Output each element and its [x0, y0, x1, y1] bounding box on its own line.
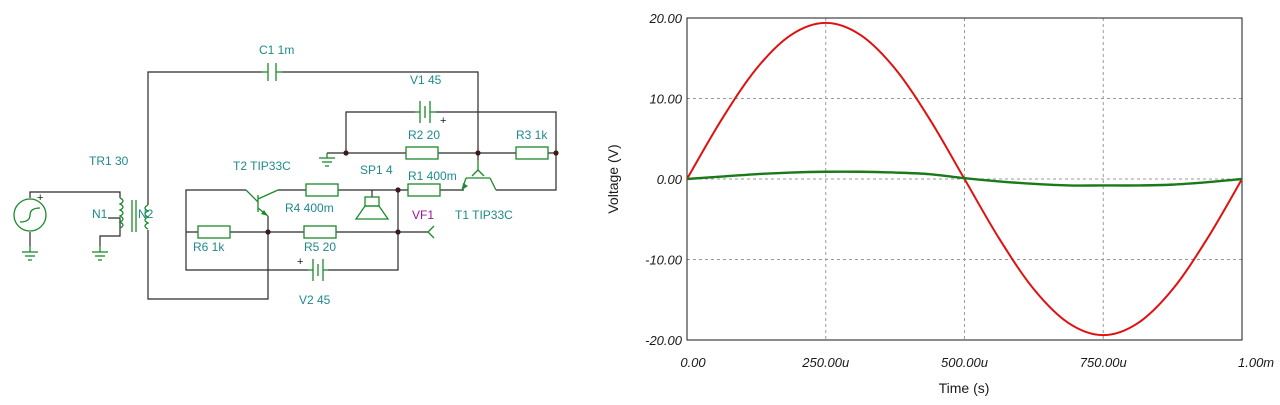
transistor-t2[interactable] [245, 189, 279, 217]
wire-v1-rail [345, 111, 557, 153]
label-r3: R3 1k [516, 128, 548, 142]
voltage-pin-icon[interactable] [427, 225, 435, 239]
series-layer [686, 21, 1243, 337]
y-tick-label: 0.00 [657, 172, 683, 187]
x-tick-labels: 0.00 250.00u 500.00u 750.00u 1.00m [680, 355, 1274, 370]
resistor-r4[interactable] [305, 183, 339, 197]
y-tick-label: 10.00 [649, 92, 682, 107]
label-n1: N1 [92, 207, 108, 221]
resistor-r5[interactable] [303, 225, 337, 239]
ground-icon [319, 153, 335, 167]
v1-plus-sign: + [440, 115, 446, 127]
y-tick-label: -10.00 [645, 253, 683, 268]
resistor-r3[interactable] [515, 146, 549, 160]
wire-ground-stub [327, 149, 347, 154]
junction-dot [553, 150, 559, 156]
x-axis-label: Time (s) [939, 380, 990, 396]
label-t1: T1 TIP33C [455, 208, 513, 222]
label-c1: C1 1m [259, 43, 294, 57]
x-tick-label: 0.00 [680, 355, 706, 370]
label-r2: R2 20 [408, 128, 440, 142]
y-tick-label: -20.00 [645, 333, 683, 348]
junction-dot [395, 229, 401, 235]
resistor-r2[interactable] [405, 146, 439, 160]
y-axis-label: Voltage (V) [605, 144, 621, 213]
battery-v2[interactable] [308, 259, 328, 281]
label-n2: N2 [138, 207, 154, 221]
junctions [265, 150, 559, 235]
x-tick-label: 1.00m [1238, 355, 1274, 370]
capacitor-c1[interactable] [262, 63, 282, 81]
speaker-icon[interactable] [354, 196, 390, 220]
transformer-tr1[interactable] [118, 197, 150, 232]
wire-c1-loop [147, 71, 479, 205]
resistor-r1[interactable] [407, 183, 441, 197]
x-tick-label: 250.00u [801, 355, 849, 370]
battery-v1[interactable] [415, 101, 436, 123]
schematic: C1 1m V1 45 + R2 20 R3 1k R1 400m R4 400… [13, 43, 559, 307]
wires [29, 71, 557, 300]
wire-v2-loop [185, 232, 399, 271]
label-tr1: TR1 30 [89, 154, 129, 168]
series-line-2 [686, 170, 1243, 187]
label-r5: R5 20 [304, 240, 336, 254]
x-tick-label: 750.00u [1080, 355, 1127, 370]
label-r6: R6 1k [193, 240, 225, 254]
ground-icon [22, 246, 38, 261]
ac-source-icon[interactable] [13, 198, 47, 232]
junction-dot [475, 150, 481, 156]
resistor-r6[interactable] [197, 225, 231, 239]
wire-source [29, 191, 121, 246]
label-v1: V1 45 [410, 73, 442, 87]
label-v2: V2 45 [299, 293, 331, 307]
label-r4: R4 400m [285, 201, 334, 215]
junction-dot [265, 229, 271, 235]
label-r1: R1 400m [408, 169, 457, 183]
v2-plus-sign: + [297, 256, 303, 268]
x-tick-label: 500.00u [941, 355, 988, 370]
y-tick-label: 20.00 [648, 11, 682, 26]
label-sp1: SP1 4 [360, 163, 393, 177]
junction-dot [395, 187, 401, 193]
label-t2: T2 TIP33C [233, 159, 291, 173]
transistor-t1[interactable] [461, 160, 497, 191]
ground-icon [92, 246, 108, 261]
voltage-chart: 0.00 250.00u 500.00u 750.00u 1.00m 20.00 10.0… [605, 11, 1274, 396]
wire-r6-r5-row [185, 189, 428, 233]
y-tick-labels: 20.00 10.00 0.00 -10.00 -20.00 [645, 11, 683, 348]
source-plus-sign: + [37, 192, 43, 204]
wire-secondary [147, 230, 269, 300]
wire-right-drop [496, 153, 557, 191]
junction-dot [343, 150, 349, 156]
label-vf1: VF1 [412, 208, 434, 222]
